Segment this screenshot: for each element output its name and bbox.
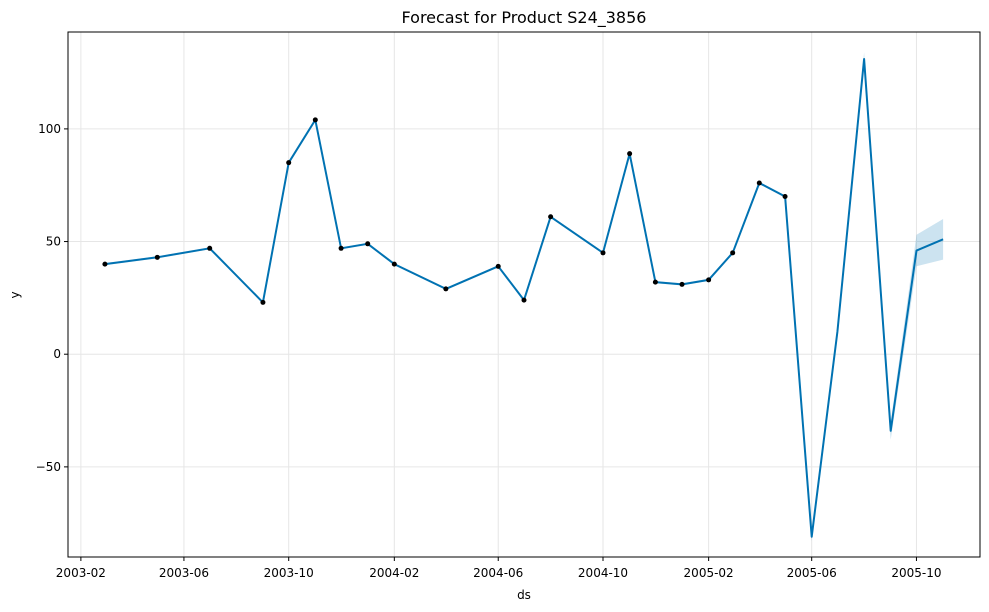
observed-point bbox=[365, 241, 371, 247]
plot-frame bbox=[67, 31, 981, 558]
x-tick-label: 2003-02 bbox=[56, 566, 106, 580]
observed-point bbox=[312, 117, 318, 123]
observed-point bbox=[730, 250, 736, 256]
uncertainty-band bbox=[104, 52, 944, 542]
y-tick-label: −50 bbox=[36, 460, 61, 474]
x-tick-label: 2005-06 bbox=[787, 566, 837, 580]
observed-point bbox=[627, 151, 633, 157]
y-tick-label: 0 bbox=[53, 347, 61, 361]
x-tick-label: 2004-10 bbox=[578, 566, 628, 580]
x-tick-label: 2003-06 bbox=[159, 566, 209, 580]
y-axis-label: y bbox=[8, 291, 22, 298]
observed-point bbox=[260, 299, 266, 305]
x-tick-label: 2004-06 bbox=[473, 566, 523, 580]
x-axis-ticks: 2003-02 2003-06 2003-10 2004-02 2004-06 2004-… bbox=[56, 557, 942, 580]
observed-point bbox=[391, 261, 397, 267]
observed-point bbox=[652, 279, 658, 285]
observed-point bbox=[600, 250, 606, 256]
x-tick-label: 2005-02 bbox=[684, 566, 734, 580]
observed-point bbox=[548, 214, 554, 220]
grid bbox=[68, 32, 980, 557]
y-tick-label: 50 bbox=[46, 235, 61, 249]
observed-point bbox=[756, 180, 762, 186]
observed-point bbox=[679, 281, 685, 287]
observed-point bbox=[286, 160, 292, 166]
observed-point bbox=[102, 261, 108, 267]
x-tick-label: 2003-10 bbox=[264, 566, 314, 580]
observed-point bbox=[521, 297, 527, 303]
observed-point bbox=[207, 245, 213, 251]
y-axis-ticks: −50 0 50 100 bbox=[36, 122, 68, 474]
observed-point bbox=[443, 286, 449, 292]
x-tick-label: 2005-10 bbox=[891, 566, 941, 580]
x-axis-label: ds bbox=[517, 588, 531, 602]
observed-point bbox=[706, 277, 712, 283]
uncertainty-band-area bbox=[104, 52, 944, 542]
observed-point bbox=[338, 245, 344, 251]
observed-points bbox=[102, 117, 788, 305]
chart-title: Forecast for Product S24_3856 bbox=[402, 8, 647, 28]
observed-point bbox=[154, 254, 160, 260]
y-tick-label: 100 bbox=[38, 122, 61, 136]
x-tick-label: 2004-02 bbox=[369, 566, 419, 580]
observed-point bbox=[782, 193, 788, 199]
observed-point bbox=[495, 263, 501, 269]
